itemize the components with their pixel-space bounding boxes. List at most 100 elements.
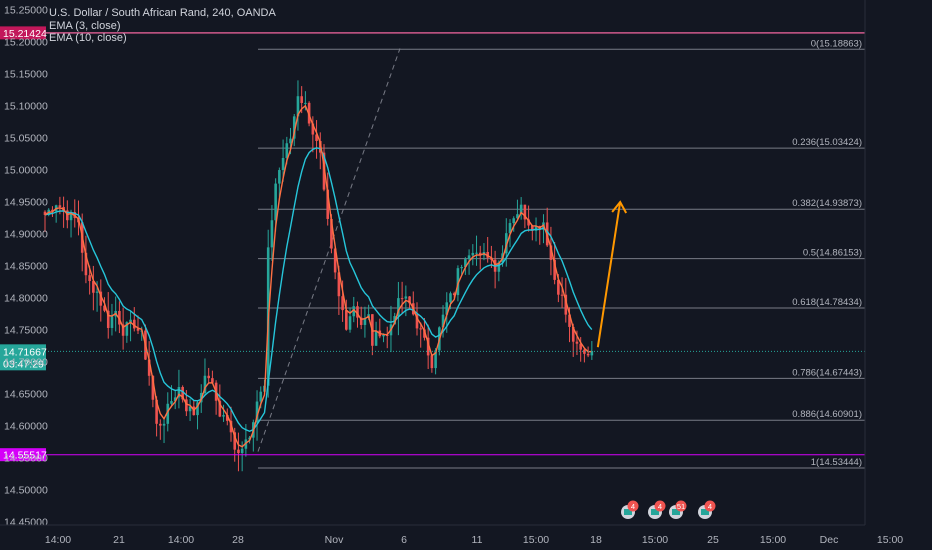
event-badge-count-bg [654,500,666,512]
candle-body [426,337,430,356]
candle-body [423,329,426,338]
candle-body [155,399,158,424]
candle-body [69,212,73,221]
candle-body [345,310,348,330]
fib-level-label: 0.618(14.78434) [792,297,862,308]
candle-body [404,296,408,299]
event-badge-flag [701,509,709,515]
ema-lines [44,104,593,448]
y-tick-label: 14.95000 [4,197,48,209]
time-axis: 14:00 21 14:00 28 Nov 6 11 15:00 18 15:00 25 15:00 D… [0,524,932,550]
y-tick-label: 14.55000 [4,453,48,465]
candle-body [382,334,385,337]
candle-body [430,355,434,369]
candle-body [136,328,140,331]
candle-body [568,314,571,327]
candle-body [259,391,263,402]
ema3-line [44,104,592,448]
candle-body [125,322,129,336]
event-badge-flag [672,509,680,515]
candle-body [337,272,341,297]
candle-body [553,259,556,280]
event-badge-count-bg [704,500,716,512]
x-tick-label: 25 [707,534,719,546]
candle-body [170,401,173,404]
candle-body [278,170,281,184]
price-axis: 15.25000 15.20000 15.15000 15.10000 15.05000… [4,0,932,550]
current-price-tag: 14.71667 [3,346,47,358]
candle-body [516,214,519,219]
x-tick-label: 14:00 [168,534,194,546]
candle-body [177,386,181,398]
x-tick-label: 15:00 [642,534,668,546]
candle-body [460,267,463,269]
candle-body [270,220,274,248]
candle-body [95,291,99,293]
candle-body [583,349,586,354]
candle-body [441,314,445,328]
candle-body [225,415,229,421]
fib-level-label: 0.5(14.86153) [803,248,862,259]
projection-arrowhead [611,200,628,214]
candle-body [304,102,307,104]
candle-body [103,305,106,311]
x-tick-label: 14:00 [45,534,71,546]
x-tick-label: 11 [472,534,483,546]
candle-body [333,248,337,273]
candle-body [408,296,411,304]
event-badge-count: 51 [677,502,685,511]
candle-body [527,219,530,226]
time-axis-bg [0,525,932,550]
upper-line-price-tag: 15.21424 [3,28,47,40]
ema3-label[interactable]: EMA (3, close) [49,19,121,32]
candle-body [445,302,449,315]
candle-body [326,189,330,219]
fib-level-label: 0.786(14.67443) [792,367,862,378]
candle-body [452,293,456,296]
x-tick-label: 15:00 [760,534,786,546]
y-tick-label: 14.90000 [4,229,48,241]
event-badge-count-bg [627,500,639,512]
candle-body [467,255,471,260]
candle-body [173,397,177,402]
ema10-label[interactable]: EMA (10, close) [49,32,127,44]
candle-body [162,423,166,426]
candle-body [106,310,110,328]
candle-body [449,293,452,303]
y-tick-label: 14.50000 [4,485,48,497]
candle-body [464,259,467,268]
candle-body [185,399,188,412]
candle-body [255,401,259,423]
candle-body [188,406,192,412]
y-tick-label: 14.65000 [4,389,48,401]
candle-body [285,143,289,158]
candle-body [110,316,114,328]
candle-body [575,341,579,344]
candle-body [211,378,214,383]
candle-body [281,157,285,171]
y-tick-label: 15.05000 [4,133,48,145]
candle-body [330,218,333,249]
candle-body [348,316,352,330]
candle-body [132,319,136,329]
candle-body [512,218,516,224]
candle-body [248,437,251,440]
x-tick-label: 28 [232,534,244,546]
candle-body [222,415,225,417]
candle-body [586,353,590,356]
candle-body [207,375,210,379]
x-tick-label: 6 [401,534,407,546]
candle-body [240,448,244,454]
candle-body [374,330,378,346]
candle-body [181,386,184,400]
candle-body [475,252,478,254]
candle-body [534,226,538,231]
candle-body [478,252,482,256]
candle-body [296,96,300,117]
candle-body [196,402,199,416]
event-badge-count: 4 [708,502,712,511]
candle-body [159,423,162,426]
candle-body [300,96,303,103]
event-badge-count-bg [675,500,687,512]
